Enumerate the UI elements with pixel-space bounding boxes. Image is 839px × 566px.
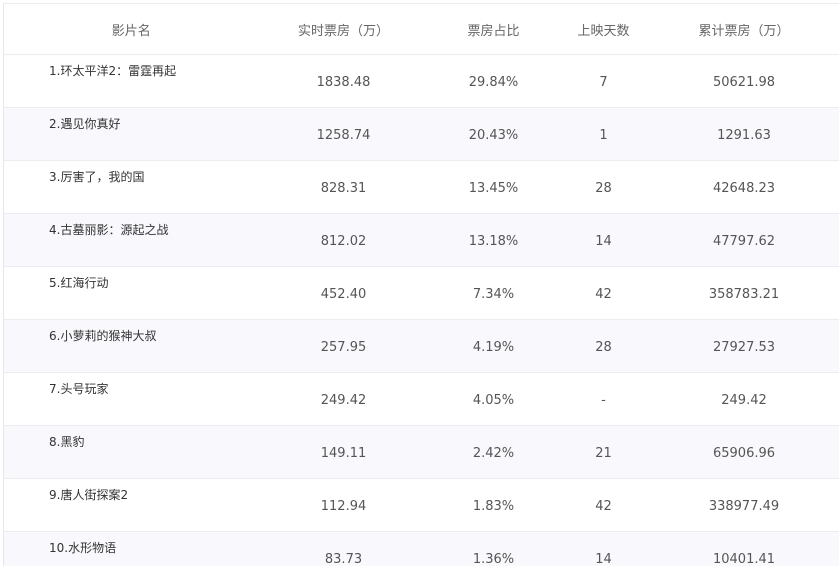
cell-realtime-box-office: 812.02 <box>258 213 429 267</box>
table-row: 6.小萝莉的猴神大叔 257.95 4.19% 28 27927.53 <box>3 319 839 373</box>
cell-total-box-office: 249.42 <box>648 372 839 426</box>
cell-realtime-box-office: 452.40 <box>258 266 429 320</box>
table-header-row: 影片名 实时票房（万） 票房占比 上映天数 累计票房（万） <box>3 3 839 55</box>
cell-realtime-box-office: 83.73 <box>258 531 429 566</box>
cell-share: 13.45% <box>428 160 559 214</box>
cell-realtime-box-office: 828.31 <box>258 160 429 214</box>
cell-film-name: 8.黑豹 <box>3 425 259 479</box>
cell-days: 21 <box>558 425 649 479</box>
cell-days: 28 <box>558 160 649 214</box>
cell-days: 1 <box>558 107 649 161</box>
cell-realtime-box-office: 1258.74 <box>258 107 429 161</box>
cell-total-box-office: 358783.21 <box>648 266 839 320</box>
cell-film-name: 2.遇见你真好 <box>3 107 259 161</box>
cell-days: 42 <box>558 478 649 532</box>
cell-share: 13.18% <box>428 213 559 267</box>
cell-total-box-office: 338977.49 <box>648 478 839 532</box>
box-office-table: 影片名 实时票房（万） 票房占比 上映天数 累计票房（万） 1.环太平洋2：雷霆… <box>3 3 839 566</box>
cell-realtime-box-office: 149.11 <box>258 425 429 479</box>
table-row: 3.厉害了，我的国 828.31 13.45% 28 42648.23 <box>3 160 839 214</box>
cell-total-box-office: 65906.96 <box>648 425 839 479</box>
table-row: 7.头号玩家 249.42 4.05% -249.42 <box>3 372 839 426</box>
cell-total-box-office: 10401.41 <box>648 531 839 566</box>
cell-days: 28 <box>558 319 649 373</box>
header-share: 票房占比 <box>428 3 559 55</box>
cell-film-name: 7.头号玩家 <box>3 372 259 426</box>
table-row: 8.黑豹 149.11 2.42% 21 65906.96 <box>3 425 839 479</box>
cell-film-name: 9.唐人街探案2 <box>3 478 259 532</box>
cell-total-box-office: 42648.23 <box>648 160 839 214</box>
cell-days: 7 <box>558 54 649 108</box>
cell-total-box-office: 27927.53 <box>648 319 839 373</box>
table-row: 4.古墓丽影：源起之战 812.02 13.18% 14 47797.62 <box>3 213 839 267</box>
table-row: 5.红海行动 452.40 7.34% 42 358783.21 <box>3 266 839 320</box>
table-row: 2.遇见你真好 1258.74 20.43% 1 1291.63 <box>3 107 839 161</box>
cell-share: 2.42% <box>428 425 559 479</box>
cell-film-name: 5.红海行动 <box>3 266 259 320</box>
cell-share: 1.83% <box>428 478 559 532</box>
cell-film-name: 10.水形物语 <box>3 531 259 566</box>
cell-days: 42 <box>558 266 649 320</box>
cell-share: 20.43% <box>428 107 559 161</box>
cell-total-box-office: 50621.98 <box>648 54 839 108</box>
table-row: 10.水形物语 83.73 1.36% 14 10401.41 <box>3 531 839 566</box>
cell-share: 7.34% <box>428 266 559 320</box>
cell-film-name: 6.小萝莉的猴神大叔 <box>3 319 259 373</box>
cell-realtime-box-office: 112.94 <box>258 478 429 532</box>
header-realtime-box-office: 实时票房（万） <box>258 3 429 55</box>
cell-share: 4.05% <box>428 372 559 426</box>
cell-share: 1.36% <box>428 531 559 566</box>
header-film-name: 影片名 <box>3 3 259 55</box>
cell-total-box-office: 1291.63 <box>648 107 839 161</box>
cell-realtime-box-office: 249.42 <box>258 372 429 426</box>
cell-days: - <box>558 372 649 426</box>
table-row: 9.唐人街探案2 112.94 1.83% 42 338977.49 <box>3 478 839 532</box>
cell-film-name: 1.环太平洋2：雷霆再起 <box>3 54 259 108</box>
cell-realtime-box-office: 1838.48 <box>258 54 429 108</box>
header-total-box-office: 累计票房（万） <box>648 3 839 55</box>
cell-film-name: 4.古墓丽影：源起之战 <box>3 213 259 267</box>
cell-film-name: 3.厉害了，我的国 <box>3 160 259 214</box>
cell-share: 29.84% <box>428 54 559 108</box>
header-days: 上映天数 <box>558 3 649 55</box>
cell-days: 14 <box>558 213 649 267</box>
table-row: 1.环太平洋2：雷霆再起 1838.48 29.84% 7 50621.98 <box>3 54 839 108</box>
cell-total-box-office: 47797.62 <box>648 213 839 267</box>
cell-share: 4.19% <box>428 319 559 373</box>
cell-realtime-box-office: 257.95 <box>258 319 429 373</box>
cell-days: 14 <box>558 531 649 566</box>
